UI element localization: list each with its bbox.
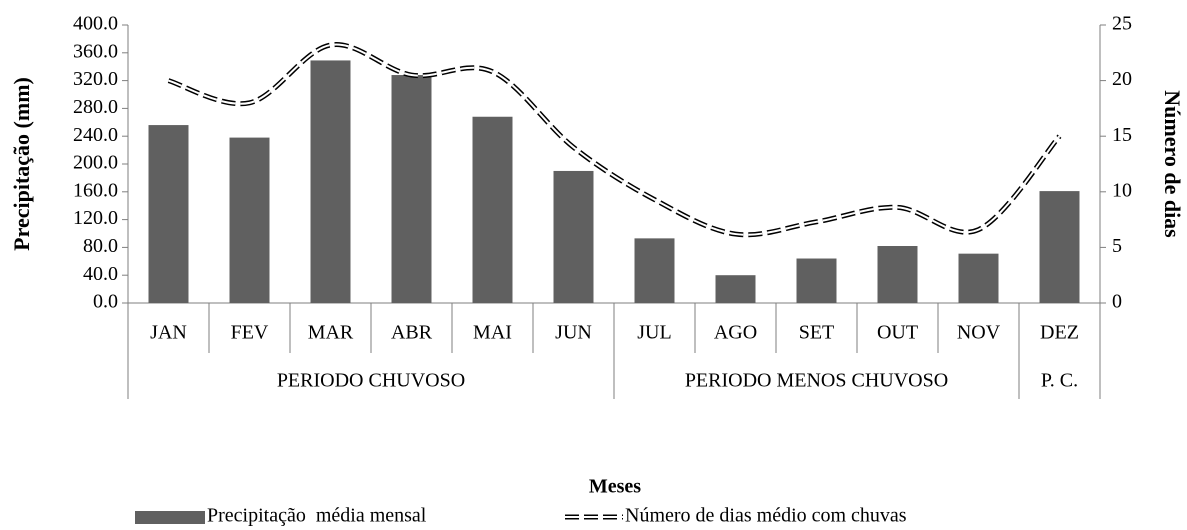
legend-label: Precipitação média mensal [207, 505, 427, 527]
x-tick-label: AGO [714, 322, 757, 344]
legend-swatch [135, 511, 205, 524]
y-tick-label: 200.0 [73, 152, 118, 174]
y2-tick-label: 10 [1112, 179, 1132, 201]
bar [958, 253, 999, 303]
y2-tick-label: 5 [1112, 235, 1122, 257]
x-tick-label: JAN [150, 322, 187, 344]
x-tick-label: JUL [637, 322, 671, 344]
x-tick-label: OUT [877, 322, 918, 344]
x-tick-label: DEZ [1040, 322, 1079, 344]
y-tick-label: 320.0 [73, 68, 118, 90]
bar [553, 170, 594, 303]
legend-label: Número de dias médio com chuvas [625, 505, 907, 527]
y2-axis-label: Número de dias [1160, 90, 1185, 238]
y2-tick-label: 20 [1112, 68, 1132, 90]
x-tick-label: SET [799, 322, 835, 344]
y-tick-label: 0.0 [93, 291, 118, 313]
x-tick-label: JUN [555, 322, 592, 344]
x-axis-label: Meses [589, 476, 641, 498]
bar [796, 258, 837, 303]
y-tick-label: 40.0 [83, 263, 118, 285]
bar [229, 137, 270, 303]
line-outline [167, 42, 1062, 238]
y-axis-label: Precipitação (mm) [9, 77, 34, 251]
y-tick-label: 120.0 [73, 207, 118, 229]
y2-tick-label: 25 [1112, 13, 1132, 35]
bar [877, 246, 918, 303]
bar [310, 60, 351, 303]
y-tick-label: 360.0 [73, 40, 118, 62]
y-tick-label: 240.0 [73, 124, 118, 146]
y-tick-label: 80.0 [83, 235, 118, 257]
x-tick-label: NOV [957, 322, 1001, 344]
x-tick-label: ABR [391, 322, 433, 344]
group-label: P. C. [1041, 370, 1078, 392]
group-label: PERIODO MENOS CHUVOSO [685, 370, 948, 392]
x-tick-label: MAR [308, 322, 354, 344]
bar [1039, 191, 1080, 303]
line [168, 43, 1061, 236]
bar [715, 275, 756, 303]
y2-tick-label: 0 [1112, 291, 1122, 313]
bar [472, 116, 513, 304]
y2-tick-label: 15 [1112, 124, 1132, 146]
x-tick-label: MAI [473, 322, 512, 344]
y-tick-label: 280.0 [73, 96, 118, 118]
bar [391, 75, 432, 303]
bar [634, 238, 675, 303]
y-tick-label: 160.0 [73, 179, 118, 201]
x-tick-label: FEV [231, 322, 269, 344]
group-label: PERIODO CHUVOSO [277, 370, 465, 392]
y-tick-label: 400.0 [73, 13, 118, 35]
bar [148, 125, 189, 303]
